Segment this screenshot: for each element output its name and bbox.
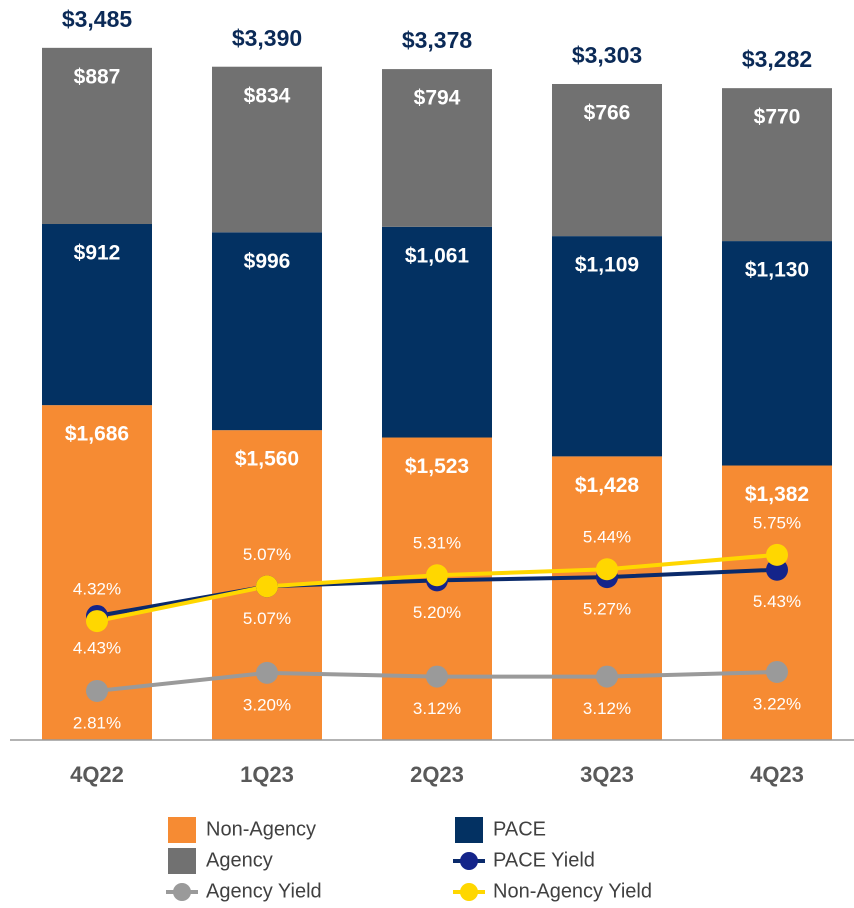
total-label: $3,282	[742, 46, 812, 72]
x-tick-label: 4Q23	[750, 762, 804, 787]
yield-marker	[596, 665, 618, 688]
legend-marker	[173, 883, 191, 901]
yield-label: 3.22%	[753, 694, 801, 713]
labels: 4Q22 1Q23 2Q23 3Q23 4Q23 $1,686 $1,560 $1,523 $1…	[62, 6, 812, 787]
legend-swatch	[168, 817, 196, 843]
yield-marker	[426, 665, 448, 688]
yield-label: 5.07%	[243, 609, 291, 628]
data-label: $996	[244, 250, 291, 273]
x-tick-label: 2Q23	[410, 762, 464, 787]
yield-label: 3.12%	[583, 699, 631, 718]
data-label: $1,523	[405, 455, 469, 478]
total-label: $3,390	[232, 25, 302, 51]
data-label: $834	[244, 84, 291, 107]
yield-marker	[256, 575, 278, 598]
yield-label: 5.75%	[753, 513, 801, 532]
data-label: $794	[414, 87, 461, 110]
x-tick-label: 3Q23	[580, 762, 634, 787]
data-label: $912	[74, 242, 121, 265]
bar-segment	[212, 66, 322, 233]
data-label: $1,428	[575, 474, 640, 497]
legend-swatch	[455, 817, 483, 843]
plot-area	[42, 47, 832, 740]
yield-marker	[426, 564, 448, 587]
bar-segment	[722, 241, 832, 466]
yield-label: 5.27%	[583, 600, 631, 619]
bar-segment	[42, 224, 152, 406]
data-label: $1,560	[235, 448, 299, 471]
data-label: $1,061	[405, 244, 470, 267]
legend: Non-Agency PACE Agency PACE Yield Agency Yie…	[166, 817, 652, 902]
legend-marker	[460, 852, 478, 870]
yield-label: 4.32%	[73, 580, 121, 599]
total-label: $3,378	[402, 27, 473, 53]
legend-label: Agency Yield	[206, 880, 322, 902]
legend-label: PACE	[493, 818, 546, 840]
bar-segment	[382, 226, 492, 438]
total-label: $3,303	[572, 42, 642, 68]
bar-segment	[42, 47, 152, 225]
data-label: $766	[584, 102, 631, 125]
yield-marker	[766, 543, 788, 566]
x-tick-label: 4Q22	[70, 762, 124, 787]
data-label: $770	[754, 106, 801, 129]
yield-label: 5.31%	[413, 534, 461, 553]
legend-label: PACE Yield	[493, 849, 595, 871]
data-label: $1,109	[575, 254, 639, 277]
data-label: $1,130	[745, 259, 809, 282]
data-label: $1,382	[745, 483, 809, 506]
data-label: $1,686	[65, 423, 129, 446]
yield-label: 5.43%	[753, 592, 801, 611]
data-label: $887	[74, 65, 121, 88]
legend-label: Non-Agency	[206, 818, 316, 840]
yield-label: 3.20%	[243, 695, 291, 714]
yield-label: 4.43%	[73, 638, 121, 657]
yield-marker	[256, 661, 278, 684]
bar-segment	[212, 232, 322, 431]
legend-label: Non-Agency Yield	[493, 880, 652, 902]
yield-marker	[596, 558, 618, 581]
yield-marker	[86, 610, 108, 633]
yield-label: 2.81%	[73, 713, 121, 732]
yield-label: 3.12%	[413, 699, 461, 718]
x-tick-label: 1Q23	[240, 762, 294, 787]
total-label: $3,485	[62, 6, 133, 32]
bar-segment	[552, 83, 662, 237]
yield-marker	[766, 660, 788, 683]
yield-marker	[86, 679, 108, 702]
legend-label: Agency	[206, 849, 273, 871]
bar-segment	[722, 88, 832, 242]
yield-label: 5.44%	[583, 528, 631, 547]
bar-segment	[552, 456, 662, 740]
yield-label: 5.20%	[413, 603, 461, 622]
bar-segment	[552, 236, 662, 457]
bar-segment	[722, 465, 832, 740]
yield-label: 5.07%	[243, 545, 291, 564]
legend-marker	[460, 883, 478, 901]
bar-segment	[382, 69, 492, 227]
legend-swatch	[168, 848, 196, 874]
